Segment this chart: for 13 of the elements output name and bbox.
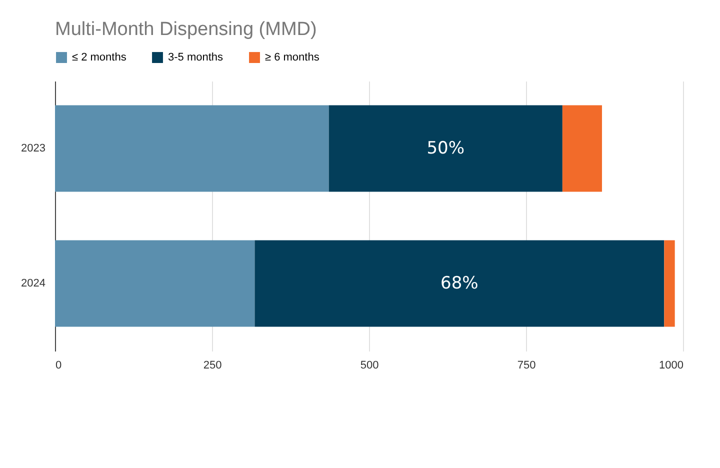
x-tick-label: 750: [517, 360, 536, 372]
y-tick-label: 2023: [21, 142, 46, 154]
y-tick-label: 2024: [21, 278, 46, 290]
legend-label: ≤ 2 months: [72, 52, 127, 64]
x-tick-label: 0: [56, 360, 62, 372]
x-tick-label: 500: [360, 360, 379, 372]
legend-label: 3-5 months: [168, 52, 224, 64]
x-tick-label: 1000: [659, 360, 684, 372]
x-tick-label: 250: [203, 360, 222, 372]
annotation: 68%: [440, 274, 478, 294]
chart-title: Multi-Month Dispensing (MMD): [55, 19, 317, 40]
annotation: 50%: [426, 138, 465, 158]
legend-label: ≥ 6 months: [265, 52, 320, 64]
